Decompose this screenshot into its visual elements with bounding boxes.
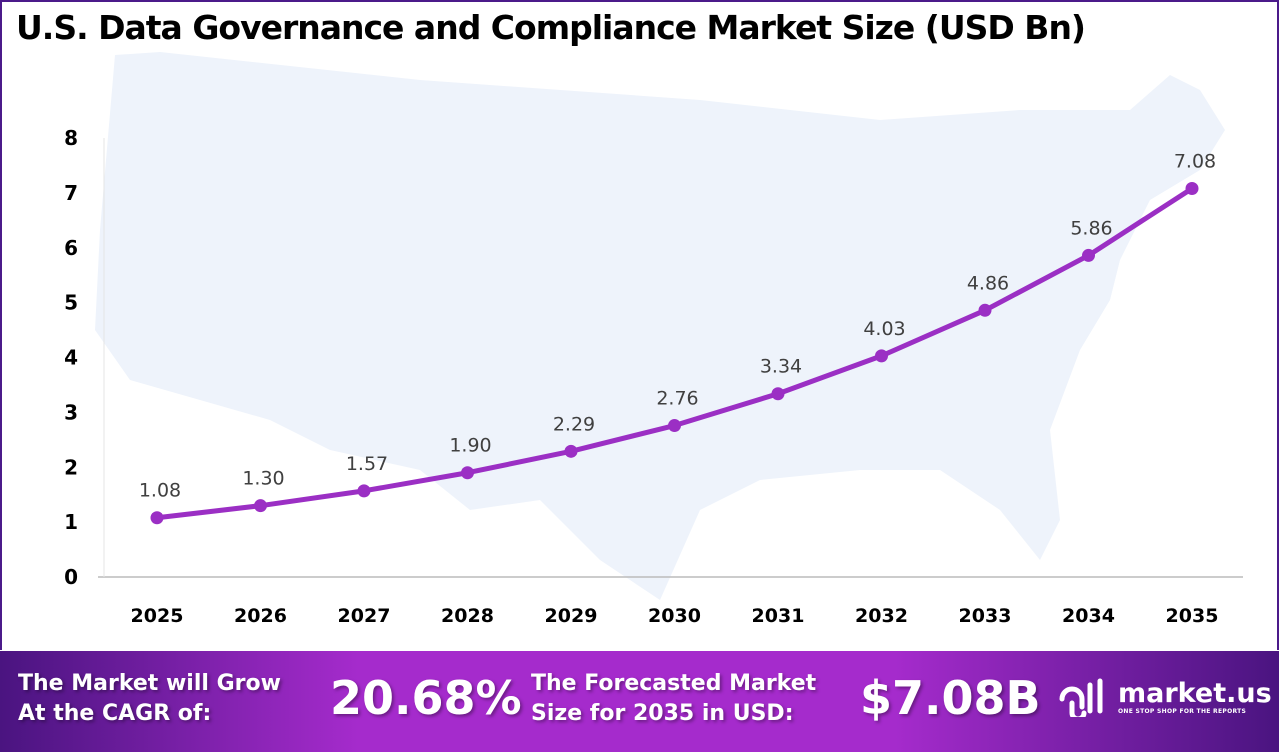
x-tick-label: 2029: [545, 605, 598, 627]
x-tick-label: 2028: [441, 605, 494, 627]
x-tick-label: 2034: [1062, 605, 1115, 627]
data-label: 4.03: [863, 318, 905, 340]
y-tick-label: 6: [64, 236, 78, 260]
x-tick-label: 2033: [959, 605, 1012, 627]
y-tick-label: 8: [64, 126, 78, 150]
forecast-value: $7.08B: [860, 671, 1041, 725]
summary-banner: The Market will Grow At the CAGR of: 20.…: [0, 651, 1279, 752]
cagr-label-line2: At the CAGR of:: [18, 701, 212, 726]
data-label: 2.29: [553, 413, 595, 435]
data-point: [357, 484, 371, 498]
x-tick-label: 2027: [338, 605, 391, 627]
data-label: 4.86: [967, 272, 1009, 294]
data-label: 1.08: [139, 480, 181, 502]
x-tick-label: 2032: [855, 605, 908, 627]
logo-text: market.us: [1118, 677, 1272, 709]
data-label: 7.08: [1174, 150, 1216, 172]
y-tick-label: 2: [64, 455, 78, 479]
data-point: [461, 466, 474, 480]
y-tick-label: 7: [64, 181, 78, 205]
x-tick-label: 2026: [234, 605, 287, 627]
forecast-label-line1: The Forecasted Market: [531, 671, 817, 696]
market-us-logo: market.us ONE STOP SHOP FOR THE REPORTS: [1058, 677, 1272, 717]
y-tick-label: 0: [64, 565, 78, 589]
data-label: 3.34: [760, 356, 802, 378]
y-tick-label: 1: [64, 510, 78, 534]
y-tick-label: 3: [64, 400, 78, 424]
data-point: [150, 511, 164, 525]
logo-icon: [1059, 678, 1103, 717]
data-point: [771, 387, 785, 401]
x-tick-label: 2030: [648, 605, 701, 627]
data-label: 1.90: [449, 435, 491, 457]
data-point: [254, 499, 267, 513]
line-chart: 0 1 2 3 4 5 6 7 8 2025 2026 2027 2028 2029 2030 2031 203…: [64, 52, 1243, 627]
data-point: [978, 303, 992, 317]
data-point: [564, 444, 578, 458]
x-tick-label: 2025: [131, 605, 184, 627]
data-label: 2.76: [656, 388, 698, 410]
data-label: 1.57: [346, 453, 388, 475]
cagr-label: The Market will Grow At the CAGR of:: [18, 669, 281, 729]
chart-title: U.S. Data Governance and Compliance Mark…: [16, 8, 1086, 47]
forecast-label: The Forecasted Market Size for 2035 in U…: [531, 669, 816, 729]
forecast-label-line2: Size for 2035 in USD:: [531, 701, 794, 726]
cagr-value: 20.68%: [330, 671, 522, 725]
data-label: 1.30: [242, 468, 284, 490]
x-tick-label: 2035: [1166, 605, 1219, 627]
data-label: 5.86: [1070, 217, 1112, 239]
x-tick-label: 2031: [752, 605, 805, 627]
y-tick-label: 4: [64, 346, 78, 370]
data-point: [1185, 181, 1199, 195]
logo-tagline: ONE STOP SHOP FOR THE REPORTS: [1118, 707, 1247, 715]
data-point: [875, 349, 888, 363]
cagr-label-line1: The Market will Grow: [18, 671, 281, 696]
y-tick-label: 5: [64, 291, 78, 315]
us-map-background: [95, 52, 1225, 600]
data-point: [1082, 248, 1095, 262]
data-point: [668, 419, 681, 433]
